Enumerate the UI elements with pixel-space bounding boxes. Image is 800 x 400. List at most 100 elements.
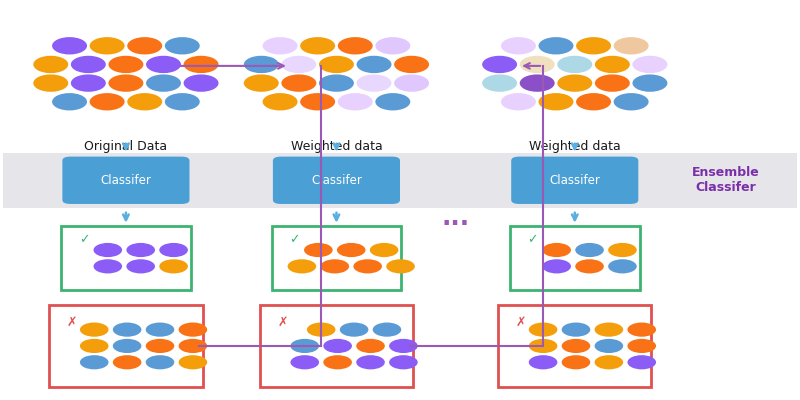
Circle shape <box>482 74 517 92</box>
Circle shape <box>146 56 181 73</box>
Circle shape <box>323 339 352 353</box>
Circle shape <box>576 37 611 54</box>
Circle shape <box>126 243 155 257</box>
Text: ✓: ✓ <box>527 233 538 246</box>
Circle shape <box>94 243 122 257</box>
Circle shape <box>627 355 656 369</box>
Circle shape <box>370 243 398 257</box>
Circle shape <box>389 339 418 353</box>
Circle shape <box>595 56 630 73</box>
FancyBboxPatch shape <box>511 157 638 204</box>
Circle shape <box>538 37 574 54</box>
Circle shape <box>146 74 181 92</box>
Circle shape <box>290 355 319 369</box>
Text: Weighted data: Weighted data <box>290 140 382 153</box>
Circle shape <box>113 322 142 337</box>
Circle shape <box>300 37 335 54</box>
Circle shape <box>71 74 106 92</box>
Circle shape <box>262 93 298 110</box>
Circle shape <box>165 93 200 110</box>
Circle shape <box>159 243 188 257</box>
Circle shape <box>594 355 623 369</box>
Circle shape <box>94 259 122 274</box>
Circle shape <box>338 37 373 54</box>
Circle shape <box>627 322 656 337</box>
Circle shape <box>608 243 637 257</box>
Circle shape <box>127 93 162 110</box>
Circle shape <box>529 339 558 353</box>
Circle shape <box>529 322 558 337</box>
Circle shape <box>394 56 429 73</box>
Text: ✗: ✗ <box>278 316 288 329</box>
FancyBboxPatch shape <box>272 226 401 290</box>
Circle shape <box>357 56 391 73</box>
Text: Classifer: Classifer <box>311 174 362 187</box>
Text: ✗: ✗ <box>515 316 526 329</box>
Circle shape <box>354 259 382 274</box>
Circle shape <box>126 259 155 274</box>
Circle shape <box>183 74 218 92</box>
Circle shape <box>80 339 109 353</box>
Circle shape <box>338 93 373 110</box>
FancyBboxPatch shape <box>62 157 190 204</box>
Circle shape <box>244 56 278 73</box>
Circle shape <box>178 339 207 353</box>
FancyBboxPatch shape <box>498 305 651 387</box>
Circle shape <box>575 259 604 274</box>
Circle shape <box>183 56 218 73</box>
Circle shape <box>113 339 142 353</box>
Text: Weighted data: Weighted data <box>529 140 621 153</box>
Circle shape <box>321 259 349 274</box>
Circle shape <box>52 37 87 54</box>
Circle shape <box>319 74 354 92</box>
Circle shape <box>542 243 571 257</box>
Circle shape <box>520 74 554 92</box>
Circle shape <box>375 37 410 54</box>
Circle shape <box>614 37 649 54</box>
Circle shape <box>127 37 162 54</box>
Text: Classifer: Classifer <box>550 174 600 187</box>
Circle shape <box>394 74 429 92</box>
Circle shape <box>373 322 402 337</box>
Circle shape <box>282 56 316 73</box>
Circle shape <box>109 56 143 73</box>
Circle shape <box>633 56 667 73</box>
Circle shape <box>319 56 354 73</box>
Circle shape <box>307 322 335 337</box>
Circle shape <box>482 56 517 73</box>
FancyBboxPatch shape <box>273 157 400 204</box>
Circle shape <box>356 355 385 369</box>
Circle shape <box>71 56 106 73</box>
Circle shape <box>340 322 368 337</box>
Circle shape <box>287 259 316 274</box>
FancyBboxPatch shape <box>510 226 639 290</box>
Text: ✓: ✓ <box>289 233 300 246</box>
Circle shape <box>178 322 207 337</box>
Circle shape <box>146 339 174 353</box>
Circle shape <box>614 93 649 110</box>
Circle shape <box>90 37 125 54</box>
Text: Classifer: Classifer <box>101 174 151 187</box>
Circle shape <box>562 339 590 353</box>
Circle shape <box>146 355 174 369</box>
Circle shape <box>542 259 571 274</box>
Text: ...: ... <box>442 206 470 230</box>
Circle shape <box>389 355 418 369</box>
Circle shape <box>529 355 558 369</box>
Circle shape <box>356 339 385 353</box>
Text: ✓: ✓ <box>78 233 89 246</box>
Text: Ensemble
Classifer: Ensemble Classifer <box>692 166 759 194</box>
Circle shape <box>576 93 611 110</box>
Circle shape <box>357 74 391 92</box>
Circle shape <box>501 93 536 110</box>
Circle shape <box>627 339 656 353</box>
Text: ✗: ✗ <box>66 316 78 329</box>
Circle shape <box>165 37 200 54</box>
FancyBboxPatch shape <box>61 226 190 290</box>
Circle shape <box>323 355 352 369</box>
Circle shape <box>608 259 637 274</box>
Circle shape <box>538 93 574 110</box>
FancyBboxPatch shape <box>260 305 413 387</box>
Circle shape <box>262 37 298 54</box>
Circle shape <box>300 93 335 110</box>
